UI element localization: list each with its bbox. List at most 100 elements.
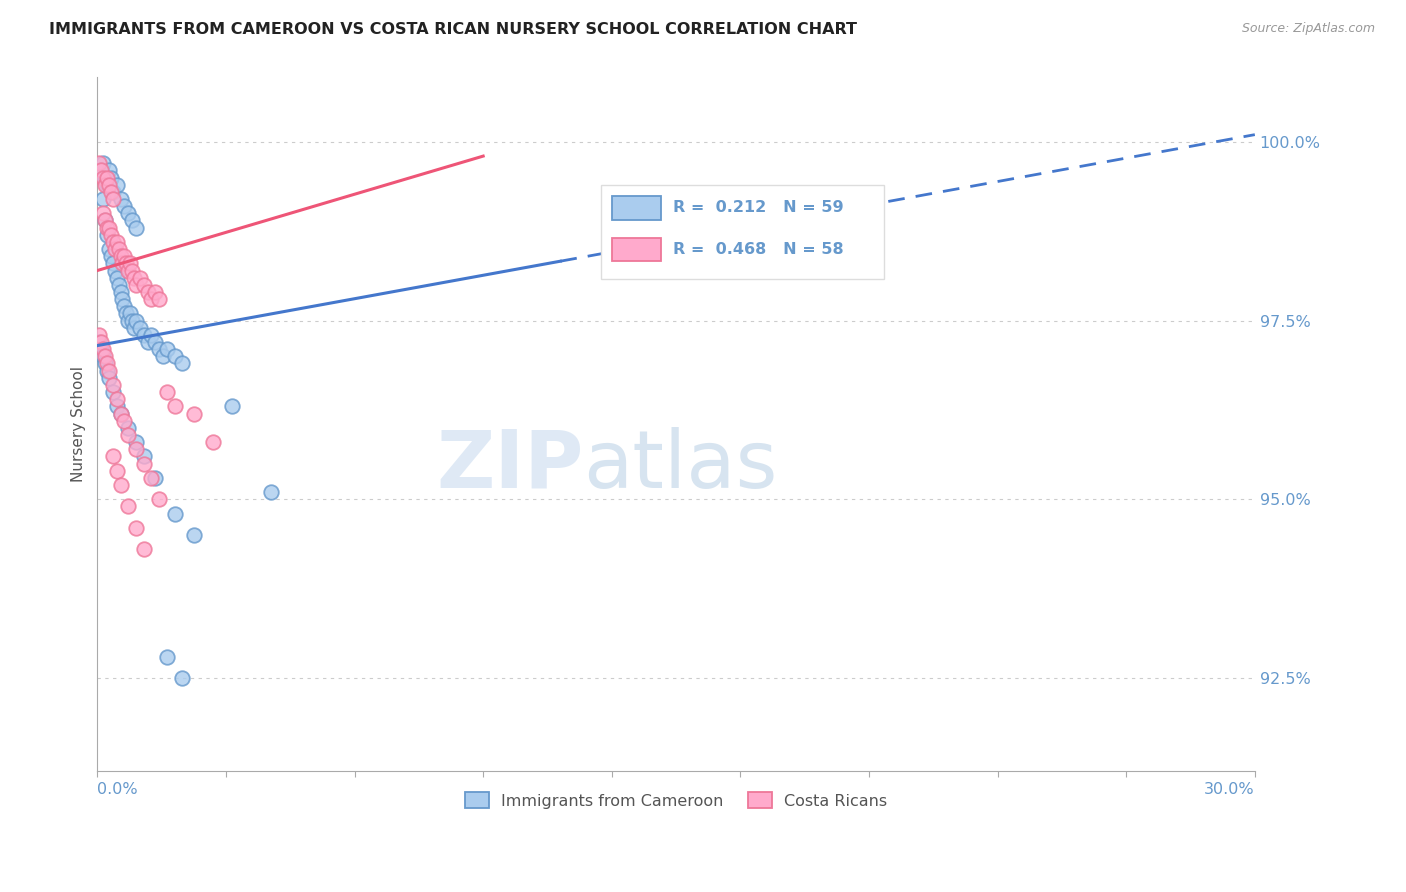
Point [94,356,117,370]
Point [112,414,135,428]
Point [121,213,143,227]
Point [117,206,139,220]
Point [96,363,118,377]
Point [163,349,186,363]
Point [94,213,117,227]
Point [111,256,134,270]
Point [136,334,159,349]
Point [122,320,145,334]
Point [858,206,880,220]
FancyBboxPatch shape [613,237,661,261]
Point [101,378,124,392]
Point [94,349,117,363]
Point [100,170,122,185]
Point [110,478,132,492]
Point [141,471,163,485]
Point [125,435,148,450]
Point [104,242,127,256]
Point [111,292,134,306]
Point [112,299,135,313]
Point [112,199,135,213]
Point [91,206,114,220]
Point [89,156,111,170]
Point [156,649,179,664]
FancyBboxPatch shape [600,185,884,278]
Point [120,256,142,270]
Point [97,363,120,377]
Point [105,464,128,478]
Point [91,342,114,356]
Point [89,327,111,342]
Point [97,242,120,256]
Point [221,400,243,414]
Point [148,492,170,507]
Point [121,313,143,327]
Point [100,185,122,199]
Point [148,292,170,306]
Point [120,306,142,320]
Point [101,192,124,206]
Text: atlas: atlas [583,427,778,505]
Point [94,170,117,185]
Point [163,400,186,414]
Point [110,407,132,421]
Point [97,178,120,192]
Point [91,192,114,206]
Point [125,220,148,235]
Point [94,178,117,192]
Point [101,185,124,199]
Point [132,327,155,342]
Point [90,342,112,356]
Point [260,485,283,500]
Point [136,285,159,299]
Point [128,320,150,334]
Point [117,500,139,514]
Point [125,313,148,327]
Point [100,249,122,263]
Point [117,421,139,435]
Point [148,342,170,356]
Point [100,227,122,242]
Point [132,542,155,557]
Point [104,263,127,277]
Point [96,178,118,192]
Text: R =  0.212   N = 59: R = 0.212 N = 59 [672,201,844,215]
Text: IMMIGRANTS FROM CAMEROON VS COSTA RICAN NURSERY SCHOOL CORRELATION CHART: IMMIGRANTS FROM CAMEROON VS COSTA RICAN … [49,22,858,37]
Text: ZIP: ZIP [436,427,583,505]
Point [183,528,205,542]
FancyBboxPatch shape [613,196,661,219]
Point [90,334,112,349]
Point [91,170,114,185]
Point [96,227,118,242]
Text: 0.0%: 0.0% [97,781,138,797]
Y-axis label: Nursery School: Nursery School [72,367,86,483]
Point [163,507,186,521]
Legend: Immigrants from Cameroon, Costa Ricans: Immigrants from Cameroon, Costa Ricans [458,786,894,815]
Point [141,327,163,342]
Point [101,235,124,249]
Point [172,671,194,685]
Point [101,256,124,270]
Point [97,220,120,235]
Point [132,277,155,292]
Point [107,277,129,292]
Point [121,263,143,277]
Point [125,521,148,535]
Text: R =  0.468   N = 58: R = 0.468 N = 58 [672,242,844,257]
Point [94,213,117,227]
Point [112,249,135,263]
Point [125,277,148,292]
Point [96,356,118,370]
Point [96,220,118,235]
Point [91,349,114,363]
Point [89,334,111,349]
Point [125,442,148,457]
Point [91,156,114,170]
Point [90,163,112,178]
Point [143,471,166,485]
Point [156,385,179,400]
Point [115,306,138,320]
Point [117,428,139,442]
Point [172,356,194,370]
Point [97,370,120,384]
